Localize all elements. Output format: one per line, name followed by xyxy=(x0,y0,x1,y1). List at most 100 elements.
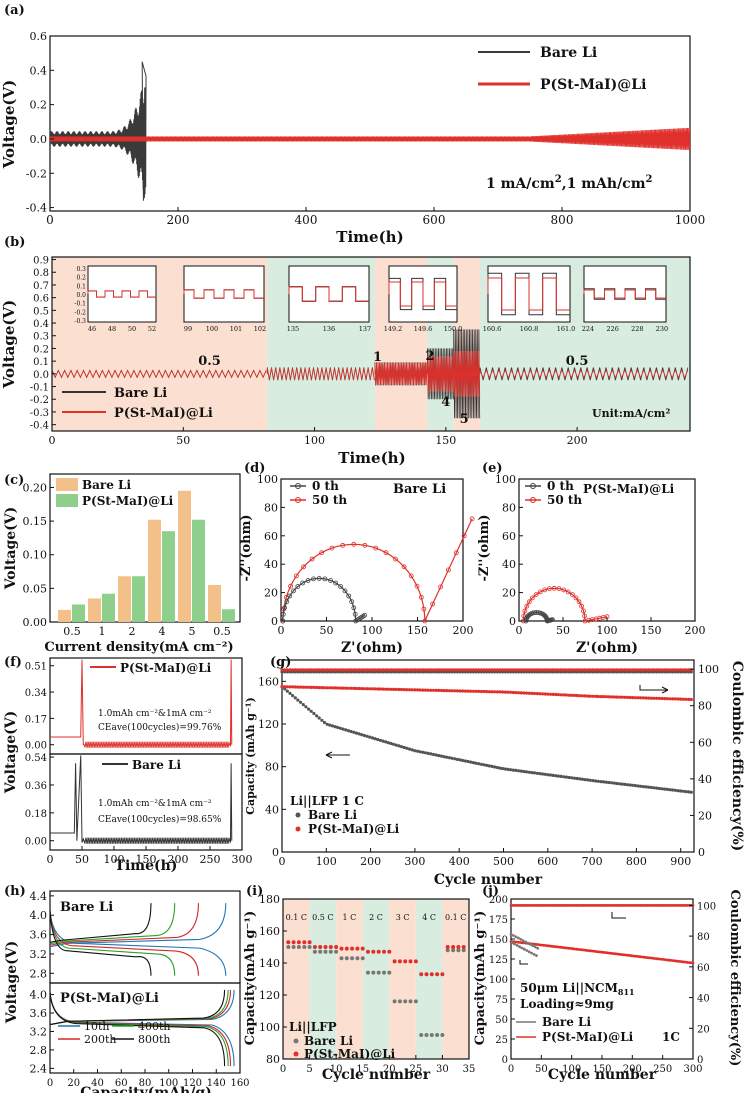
panel-g-coated-ce-540 xyxy=(519,668,523,672)
panel-g-coated-ce-498 xyxy=(501,668,505,672)
panel-d-frame xyxy=(280,478,464,622)
panel-g-coated-cap-78 xyxy=(315,685,319,690)
panel-g-bare-cap-714 xyxy=(596,779,600,783)
panel-b-inset-3-coated xyxy=(388,281,457,307)
panel-d-point-0-24 xyxy=(373,545,379,551)
panel-h-top-ylabel-4: 4.4 xyxy=(30,890,48,903)
panel-g-coated-ce-528 xyxy=(514,668,518,672)
panel-g-coated-cap-660 xyxy=(572,693,577,698)
panel-d-point-1-4 xyxy=(282,605,288,611)
panel-g-coated-cap-210 xyxy=(373,687,377,691)
panel-d-xlabel: Z'(ohm) xyxy=(341,640,403,656)
panel-g-bare-cap-384 xyxy=(450,756,454,760)
panel-g-coated-ce-264 xyxy=(397,668,401,672)
panel-g-coated-cap-468 xyxy=(487,690,491,694)
panel-g-bare-cap-678 xyxy=(580,777,585,781)
panel-g-coated-ce-30 xyxy=(293,668,297,672)
panel-i-coated-1 xyxy=(286,940,291,945)
panel-g-bare-cap-612 xyxy=(551,773,555,778)
panel-c-xlabel-3: 4 xyxy=(159,625,166,638)
panel-g-coated-cap-864 xyxy=(663,697,667,701)
panel-g-coated-cap-924 xyxy=(689,697,693,702)
panel-b-insets: 46 48 50 52 0.3 0.20.1 0.0 -0.1-0.2 -0.3 99 100 101… xyxy=(74,265,668,333)
panel-b-inset-y-4: -0.1 xyxy=(74,301,86,308)
panel-g-coated-cap-294 xyxy=(410,688,414,692)
panel-b-inset-3-xlabel-1: 149.6 xyxy=(414,325,433,333)
panel-d-curve-0 xyxy=(282,518,473,622)
panel-j-bare-cap-44 xyxy=(536,946,540,950)
panel-g-coated-ce-726 xyxy=(602,668,606,672)
panel-g-x-label-5: 500 xyxy=(493,855,514,868)
panel-i-rate-0: 0.1 C xyxy=(286,913,307,922)
panel-g-coated-cap-366 xyxy=(442,689,446,693)
panel-g-coated-ce-666 xyxy=(575,668,579,672)
panel-i-x-label-3: 15 xyxy=(356,1064,369,1075)
panel-g-coated-cap-852 xyxy=(657,696,662,701)
panel-g-coated-ce-846 xyxy=(655,668,659,672)
panel-b-rate-3: 4 xyxy=(441,395,450,410)
panel-g-coated-cap-654 xyxy=(570,693,574,697)
panel-g-coated-ce-810 xyxy=(639,668,643,672)
panel-h-top-discharge-3 xyxy=(49,910,152,976)
panel-g-coated-cap-732 xyxy=(604,695,608,699)
panel-g-bare-cap-24 xyxy=(291,694,295,698)
panel-b-inset-4-bare xyxy=(487,272,570,316)
panel-g-coated-cap-420 xyxy=(466,689,470,693)
panel-e-point-0-18 xyxy=(547,586,552,592)
panel-h-top-charge-1 xyxy=(49,903,199,946)
panel-b-inset-0-xlabel-3: 52 xyxy=(148,325,156,333)
panel-g-coated-ce-90 xyxy=(320,668,324,672)
panel-h-top-ylabel-1: 3.2 xyxy=(30,948,48,961)
panel-g-bare-cap-492 xyxy=(498,766,502,770)
panel-g-coated-ce-714 xyxy=(596,668,600,672)
panel-a-y-label-4: 0.4 xyxy=(30,64,48,77)
panel-g-coated-ce-864 xyxy=(663,668,667,672)
panel-d-y-label-2: 40 xyxy=(264,558,278,571)
panel-g-coated-cap-522 xyxy=(511,690,515,695)
panel-g-coated-cap-462 xyxy=(485,690,489,694)
panel-g-bare-cap-348 xyxy=(434,753,438,757)
panel-b-rate-0: 0.5 xyxy=(198,354,221,369)
panel-e-title: P(St-MaI)@Li xyxy=(583,482,675,496)
panel-i-rate-bands xyxy=(283,899,469,1059)
panel-g-coated-ce-828 xyxy=(647,668,651,672)
panel-g-coated-cap-150 xyxy=(346,686,351,690)
panel-g-coated-cap-816 xyxy=(641,696,646,700)
panel-g-bare-cap-72 xyxy=(312,711,316,716)
panel-i-bare-31 xyxy=(445,948,450,953)
panel-g-bare-cap-600 xyxy=(546,773,550,777)
panel-b-inset-2: 135 136 137 xyxy=(287,265,371,333)
panel-c-bar-0-1 xyxy=(88,598,101,622)
panel-g-coated-cap-258 xyxy=(394,687,398,692)
panel-f-bottom-y-2: 0.36 xyxy=(25,781,47,792)
panel-i-bare-14 xyxy=(355,956,360,961)
panel-a-annotation: 1 mA/cm2,1 mAh/cm2 xyxy=(486,174,653,192)
panel-g-bare-cap-834 xyxy=(649,785,654,790)
panel-j-legend-bare: Bare Li xyxy=(542,1015,591,1029)
panel-f-xlabel: Time(h) xyxy=(115,858,178,874)
panel-i-bare-30 xyxy=(440,1033,445,1037)
panel-d-point-0-48 xyxy=(453,550,459,556)
panel-b-y-label-13: 0.9 xyxy=(33,256,49,267)
panel-j-x-label-2: 100 xyxy=(562,1064,581,1075)
panel-i-bare-15 xyxy=(360,956,365,961)
panel-g-coated-ce-318 xyxy=(421,668,425,672)
panel-g-bare-cap-6 xyxy=(283,687,287,691)
panel-j-points xyxy=(509,904,695,965)
panel-d-point-1-10 xyxy=(291,588,296,594)
panel-g-bare-cap-624 xyxy=(556,774,561,778)
panel-g-coated-cap-552 xyxy=(524,691,529,695)
panel-f-bottom-y-3: 0.54 xyxy=(25,753,47,764)
panel-b-inset-2-xlabel-0: 135 xyxy=(287,325,299,333)
panel-b-inset-3: 149.2 149.6 150.0 xyxy=(384,265,462,333)
panel-d-point-1-38 xyxy=(352,611,358,617)
panel-g-coated-cap-498 xyxy=(501,690,505,694)
panel-b-legend-bare: Bare Li xyxy=(114,386,167,401)
panel-c-bar-0-0 xyxy=(58,609,71,622)
panel-j-y-label-4: 100 xyxy=(489,975,508,986)
panel-i-rate-5: 4 C xyxy=(422,913,436,922)
panel-j-bare-cap-26 xyxy=(525,949,529,952)
panel-f-top-note1: 1.0mAh cm⁻²&1mA cm⁻² xyxy=(98,709,212,719)
panel-j-bare-cap-30 xyxy=(527,950,531,954)
panel-g-bare-cap-522 xyxy=(511,768,515,772)
